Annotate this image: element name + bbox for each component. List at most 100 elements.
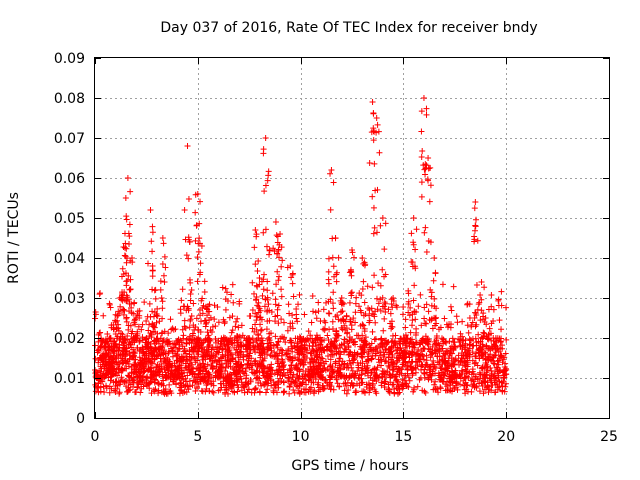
data-point bbox=[321, 360, 328, 367]
data-point bbox=[182, 382, 189, 389]
data-point bbox=[257, 337, 264, 344]
data-point bbox=[289, 312, 296, 319]
data-point bbox=[161, 278, 168, 285]
data-point bbox=[355, 364, 362, 371]
data-point bbox=[483, 321, 490, 328]
data-point bbox=[195, 335, 202, 342]
data-point bbox=[264, 340, 271, 347]
data-point bbox=[272, 318, 279, 325]
data-point bbox=[255, 379, 262, 386]
data-point bbox=[218, 384, 225, 391]
data-point bbox=[490, 373, 497, 380]
data-point bbox=[312, 336, 319, 343]
data-point bbox=[415, 303, 422, 310]
data-point bbox=[254, 283, 261, 290]
data-point bbox=[418, 363, 425, 370]
data-point bbox=[326, 345, 333, 352]
data-point bbox=[190, 322, 197, 329]
data-point bbox=[225, 338, 232, 345]
data-point bbox=[126, 286, 133, 293]
data-point bbox=[410, 215, 417, 221]
data-point bbox=[273, 232, 280, 239]
data-point bbox=[484, 379, 491, 386]
data-point bbox=[197, 367, 204, 374]
data-point bbox=[123, 345, 130, 352]
data-point bbox=[387, 310, 394, 317]
data-point bbox=[261, 355, 268, 362]
data-point bbox=[431, 381, 438, 388]
data-point bbox=[381, 351, 388, 358]
data-point bbox=[359, 379, 366, 386]
data-point bbox=[149, 229, 156, 236]
data-point bbox=[171, 374, 178, 381]
data-point bbox=[340, 340, 347, 347]
data-point bbox=[174, 351, 181, 358]
data-point bbox=[414, 383, 421, 390]
data-point bbox=[114, 372, 121, 379]
data-point bbox=[356, 382, 363, 389]
data-point bbox=[423, 105, 430, 112]
data-point bbox=[469, 357, 476, 364]
data-point bbox=[347, 268, 354, 275]
data-point bbox=[372, 187, 379, 194]
data-point bbox=[147, 207, 154, 213]
data-point bbox=[268, 309, 275, 316]
data-point bbox=[311, 387, 318, 394]
data-point bbox=[500, 356, 507, 363]
data-point bbox=[418, 193, 425, 200]
data-point bbox=[372, 346, 379, 353]
data-point bbox=[381, 246, 388, 253]
data-point bbox=[222, 389, 229, 396]
data-point bbox=[464, 322, 471, 329]
data-point bbox=[197, 312, 204, 319]
data-point bbox=[196, 235, 203, 242]
data-point bbox=[186, 324, 193, 331]
data-point bbox=[175, 346, 182, 353]
data-point bbox=[275, 302, 282, 309]
data-point bbox=[256, 368, 263, 375]
data-point bbox=[482, 374, 489, 381]
data-point bbox=[131, 337, 138, 344]
data-point bbox=[365, 380, 372, 387]
data-point bbox=[421, 166, 428, 173]
data-point bbox=[224, 341, 231, 348]
data-point bbox=[442, 350, 449, 357]
data-point bbox=[365, 357, 372, 364]
data-point bbox=[275, 320, 282, 327]
data-point bbox=[229, 355, 236, 362]
x-tick-label: 25 bbox=[600, 429, 618, 445]
data-point bbox=[488, 292, 495, 299]
data-point bbox=[339, 326, 346, 333]
data-point bbox=[225, 390, 232, 397]
data-point bbox=[152, 371, 159, 378]
data-point bbox=[498, 288, 505, 295]
data-point bbox=[115, 347, 122, 354]
data-point bbox=[473, 282, 480, 289]
y-tick-label: 0.07 bbox=[54, 131, 85, 147]
data-point bbox=[347, 360, 354, 367]
data-point bbox=[289, 280, 296, 287]
data-point bbox=[290, 293, 297, 300]
data-point bbox=[255, 309, 262, 316]
data-point bbox=[101, 352, 108, 359]
data-point bbox=[335, 348, 342, 355]
data-point bbox=[423, 162, 430, 169]
data-point bbox=[382, 220, 389, 227]
data-point bbox=[358, 309, 365, 316]
data-point bbox=[124, 388, 131, 395]
data-point bbox=[411, 282, 418, 289]
data-point bbox=[145, 260, 152, 267]
data-point bbox=[258, 382, 265, 389]
data-point bbox=[478, 279, 485, 285]
data-point bbox=[352, 319, 359, 326]
data-point bbox=[125, 384, 132, 391]
data-point bbox=[375, 128, 382, 135]
data-point bbox=[388, 344, 395, 351]
data-point bbox=[179, 343, 186, 350]
data-point bbox=[238, 362, 245, 369]
data-point bbox=[422, 171, 429, 178]
data-point bbox=[257, 342, 264, 349]
data-point bbox=[405, 287, 412, 294]
data-point bbox=[108, 373, 115, 380]
data-point bbox=[270, 245, 277, 252]
